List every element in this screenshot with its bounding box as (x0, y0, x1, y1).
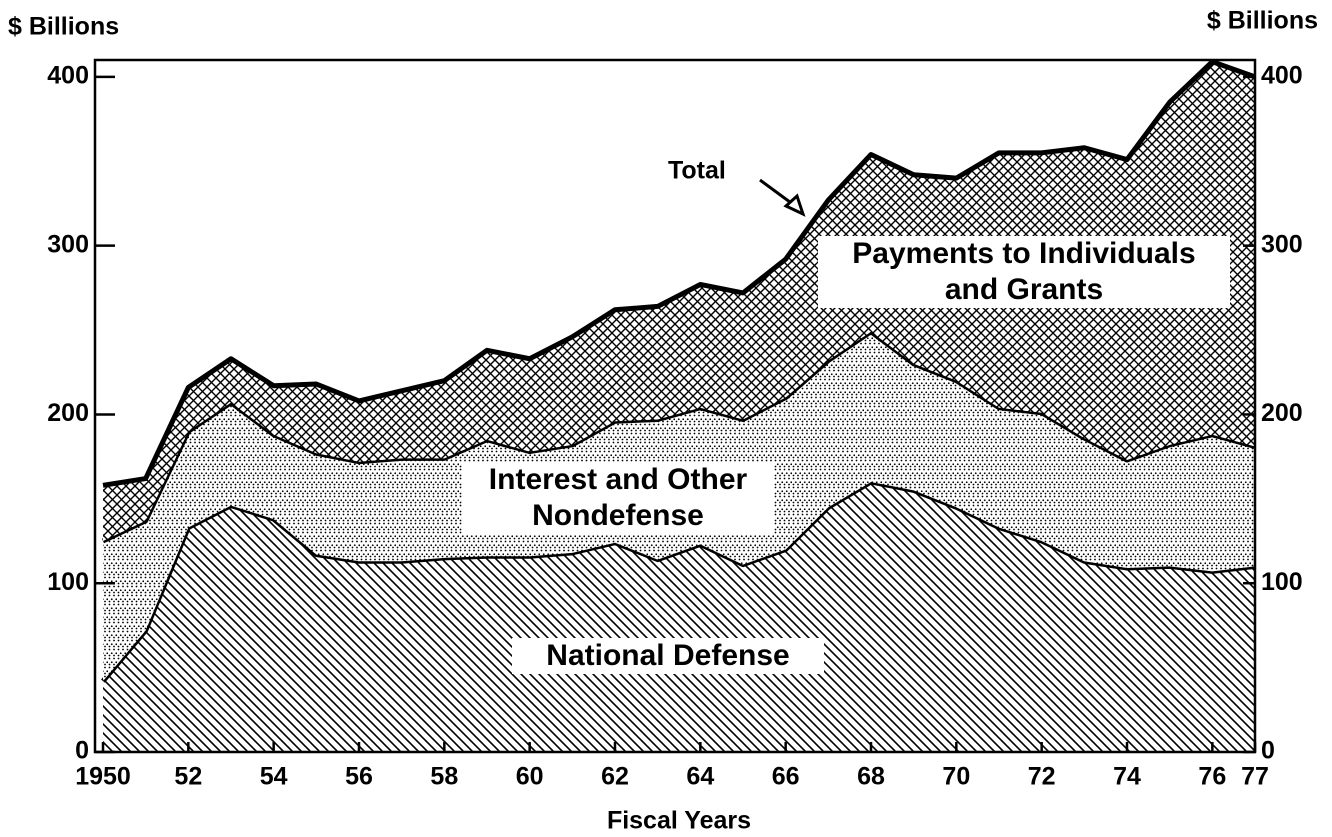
x-tick-label: 72 (1028, 763, 1056, 791)
x-tick-label: 76 (1198, 763, 1226, 791)
x-tick-label: 1950 (75, 763, 131, 791)
x-tick-label: 74 (1113, 763, 1141, 791)
x-tick-label: 58 (430, 763, 458, 791)
x-axis-title: Fiscal Years (607, 807, 751, 835)
y2-tick-label: 400 (1261, 61, 1303, 89)
x-tick-label: 60 (516, 763, 544, 791)
x-tick-label: 64 (686, 763, 714, 791)
area (103, 481, 1255, 752)
y2-tick-label: 100 (1261, 568, 1303, 596)
y-tick-label: 100 (47, 568, 89, 596)
x-tick-label: 70 (942, 763, 970, 791)
x-tick-label: 68 (857, 763, 885, 791)
y-axis-title: $ Billions (8, 13, 119, 41)
series-label: Interest and Other Nondefense (462, 462, 774, 534)
y2-tick-label: 200 (1261, 399, 1303, 427)
x-tick-label: 54 (260, 763, 288, 791)
annotation: Total (668, 157, 726, 185)
series-label: Payments to Individuals and Grants (818, 236, 1230, 308)
area (103, 61, 1255, 542)
annotation-arrowhead (783, 193, 806, 217)
y2-tick-label: 0 (1261, 737, 1275, 765)
x-tick-label: 77 (1241, 763, 1269, 791)
x-tick-label: 52 (174, 763, 202, 791)
x-tick-label: 62 (601, 763, 629, 791)
y-tick-label: 200 (47, 399, 89, 427)
series-label: National Defense (512, 638, 824, 674)
y-tick-label: 0 (75, 737, 89, 765)
y-tick-label: 400 (47, 61, 89, 89)
x-tick-label: 56 (345, 763, 373, 791)
y2-tick-label: 300 (1261, 230, 1303, 258)
area-top-line (102, 59, 1256, 488)
y2-axis-title: $ Billions (1207, 7, 1318, 35)
x-tick-label: 66 (772, 763, 800, 791)
y-tick-label: 300 (47, 230, 89, 258)
plot-frame (93, 58, 1257, 754)
